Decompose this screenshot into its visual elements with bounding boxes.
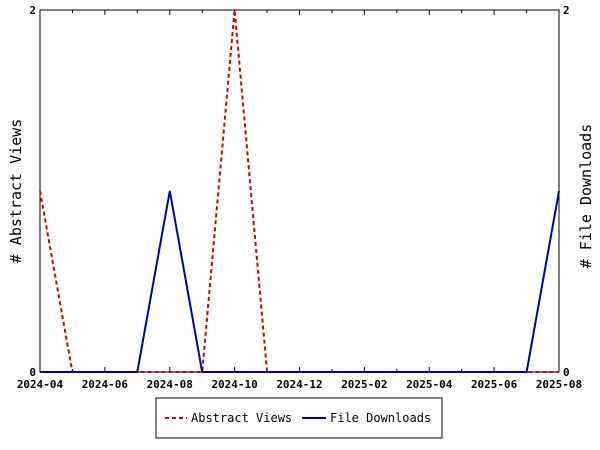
x-tick-label: 2025-06 (471, 378, 518, 391)
y-right-tick-label: 2 (563, 4, 570, 17)
x-tick-label: 2024-08 (147, 378, 193, 391)
x-tick-label: 2025-02 (341, 378, 387, 391)
x-tick-label: 2024-10 (211, 378, 257, 391)
series-line-file-downloads (40, 190, 560, 373)
legend-label-abstract-views: Abstract Views (191, 411, 292, 425)
left-axis-title: # Abstract Views (7, 119, 25, 264)
y-left-tick-label: 2 (29, 4, 36, 17)
x-tick-label: 2024-06 (82, 378, 129, 391)
right-axis-title: # File Downloads (577, 124, 595, 269)
x-tick-label: 2025-08 (536, 378, 582, 391)
legend-box (155, 397, 443, 439)
x-tick-label: 2024-04 (17, 378, 64, 391)
y-left-tick-label: 0 (29, 366, 36, 379)
legend: Abstract Views File Downloads (155, 397, 443, 439)
y-right-tick-label: 0 (563, 366, 570, 379)
x-tick-label: 2024-12 (276, 378, 322, 391)
series-layer (39, 9, 560, 373)
plot-area (39, 9, 560, 373)
legend-label-file-downloads: File Downloads (330, 411, 431, 425)
x-tick-label: 2025-04 (406, 378, 453, 391)
